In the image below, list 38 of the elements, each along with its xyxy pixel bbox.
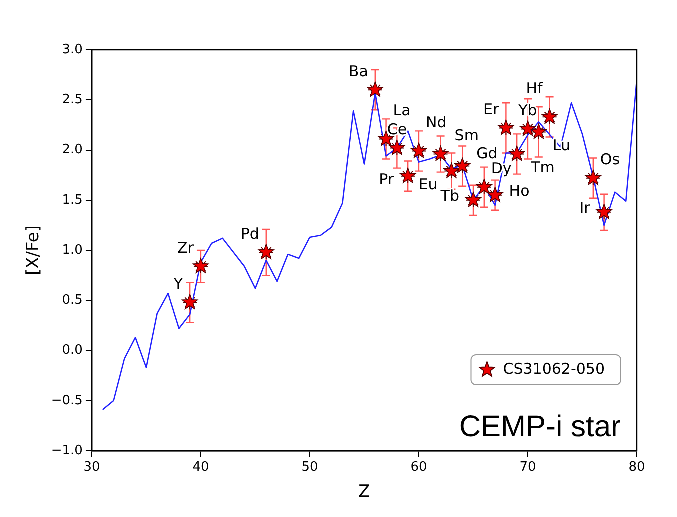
y-tick-label: 2.5 xyxy=(62,92,83,108)
y-tick-label: 3.0 xyxy=(62,42,83,58)
annotation: Y xyxy=(172,275,184,294)
annotation: Ho xyxy=(509,182,530,200)
annotation: Eu xyxy=(418,176,438,194)
y-tick-label: −0.5 xyxy=(51,393,83,408)
annotation: CEMP-i star xyxy=(459,410,621,444)
annotation: Er xyxy=(484,100,500,119)
annotation: La xyxy=(393,102,411,120)
annotation: Pd xyxy=(240,224,260,243)
annotation: Zr xyxy=(178,238,195,257)
annotation: Tm xyxy=(530,158,555,177)
y-tick-label: 0.0 xyxy=(62,343,83,358)
y-tick-label: 1.5 xyxy=(62,192,83,208)
annotation: Ir xyxy=(580,198,592,217)
y-tick-label: 1.0 xyxy=(62,242,83,258)
annotation: Lu xyxy=(552,136,570,155)
y-tick-label: −1.0 xyxy=(51,443,83,458)
annotation: Ba xyxy=(348,62,368,80)
annotation: Tb xyxy=(440,186,460,205)
x-tick-label: 40 xyxy=(192,460,210,476)
annotation: Nd xyxy=(426,114,447,132)
x-tick-label: 50 xyxy=(302,460,318,476)
legend-label: CS31062-050 xyxy=(503,360,606,378)
annotation: Sm xyxy=(454,126,479,145)
annotation: Ce xyxy=(387,120,408,139)
x-tick-label: 70 xyxy=(520,460,536,476)
x-tick-label: 60 xyxy=(410,460,428,476)
x-tick-label: 30 xyxy=(84,460,100,476)
annotation: Hf xyxy=(526,80,544,98)
y-tick-label: 0.5 xyxy=(62,293,83,308)
y-tick-label: 2.0 xyxy=(62,142,83,158)
annotation: Pr xyxy=(379,170,395,189)
y-axis-title: [X/Fe] xyxy=(24,226,44,276)
annotation: Gd xyxy=(476,144,498,163)
annotation: Os xyxy=(600,150,620,169)
x-axis-title: Z xyxy=(358,482,370,502)
x-tick-label: 80 xyxy=(628,460,646,476)
